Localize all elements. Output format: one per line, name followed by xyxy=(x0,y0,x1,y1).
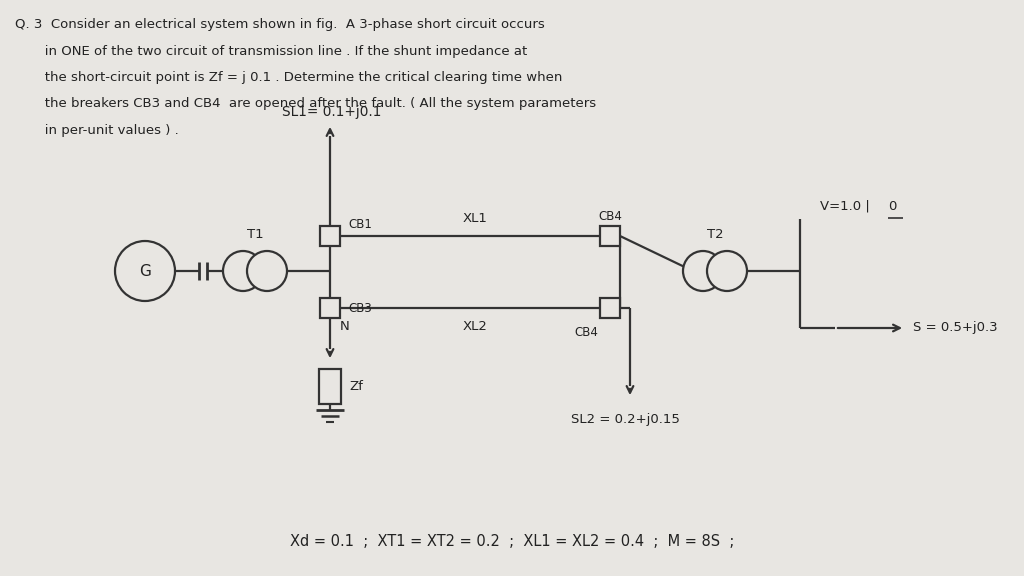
Circle shape xyxy=(707,251,746,291)
Text: Zf: Zf xyxy=(349,380,362,393)
Text: XL2: XL2 xyxy=(463,320,487,332)
Text: the short-circuit point is Zf = j 0.1 . Determine the critical clearing time whe: the short-circuit point is Zf = j 0.1 . … xyxy=(15,71,562,84)
Bar xyxy=(319,369,341,404)
Text: N: N xyxy=(340,320,350,332)
Text: CB3: CB3 xyxy=(348,301,372,314)
Circle shape xyxy=(683,251,723,291)
Bar xyxy=(600,298,620,318)
Text: Q. 3  Consider an electrical system shown in fig.  A 3-phase short circuit occur: Q. 3 Consider an electrical system shown… xyxy=(15,18,545,31)
Circle shape xyxy=(247,251,287,291)
Text: CB4: CB4 xyxy=(598,210,622,222)
Bar xyxy=(319,226,340,246)
Text: Xd = 0.1  ;  XT1 = XT2 = 0.2  ;  XL1 = XL2 = 0.4  ;  M = 8S  ;: Xd = 0.1 ; XT1 = XT2 = 0.2 ; XL1 = XL2 =… xyxy=(290,533,734,548)
Text: the breakers CB3 and CB4  are opened after the fault. ( All the system parameter: the breakers CB3 and CB4 are opened afte… xyxy=(15,97,596,111)
Text: V=1.0 |: V=1.0 | xyxy=(820,199,869,213)
Text: S = 0.5+j0.3: S = 0.5+j0.3 xyxy=(913,321,997,335)
Bar xyxy=(319,298,340,318)
Text: CB1: CB1 xyxy=(348,218,372,230)
Text: SL1= 0.1+j0.1: SL1= 0.1+j0.1 xyxy=(283,105,382,119)
Text: 0: 0 xyxy=(888,199,896,213)
Bar xyxy=(600,226,620,246)
Text: in ONE of the two circuit of transmission line . If the shunt impedance at: in ONE of the two circuit of transmissio… xyxy=(15,44,527,58)
Text: G: G xyxy=(139,263,151,279)
Circle shape xyxy=(115,241,175,301)
Text: T2: T2 xyxy=(707,229,723,241)
Text: SL2 = 0.2+j0.15: SL2 = 0.2+j0.15 xyxy=(570,414,680,426)
Text: XL1: XL1 xyxy=(463,211,487,225)
Text: CB4: CB4 xyxy=(574,327,598,339)
Text: T1: T1 xyxy=(247,229,263,241)
Circle shape xyxy=(223,251,263,291)
Text: in per-unit values ) .: in per-unit values ) . xyxy=(15,124,179,137)
